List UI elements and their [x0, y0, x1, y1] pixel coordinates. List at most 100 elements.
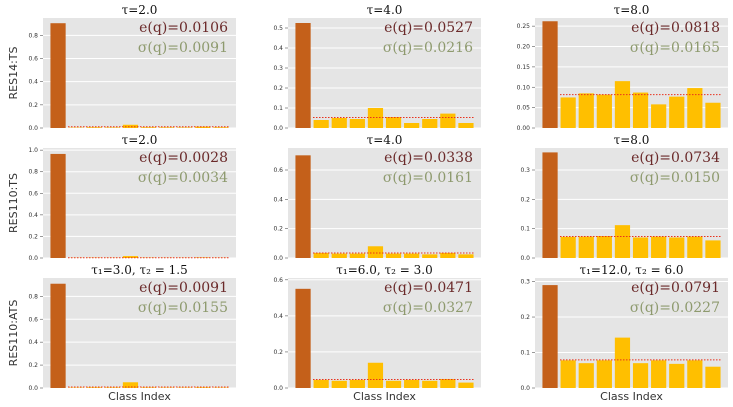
bar [687, 236, 703, 258]
bar [542, 21, 558, 128]
bar [349, 379, 365, 388]
sigma-q-annotation: σ(q)=0.0155 [138, 300, 228, 316]
y-tick-label: 0.2 [28, 362, 38, 369]
y-tick-label: 0.05 [517, 105, 531, 112]
bar [687, 88, 703, 128]
bar [331, 380, 347, 388]
bar [651, 104, 667, 128]
e-q-annotation: e(q)=0.0791 [631, 280, 720, 296]
chart-panel: 0.0 0.1 0.2 0.3 τ=8.0 e(q)=0.0734 σ(q)=0.0150 [520, 133, 728, 262]
y-tick-label: 0.2 [28, 233, 38, 240]
y-tick-label: 0.25 [517, 23, 531, 30]
bar [422, 254, 438, 258]
bar [404, 379, 420, 388]
e-q-annotation: e(q)=0.0527 [384, 20, 473, 36]
bar [669, 363, 685, 388]
chart-panel: 0.0 0.2 0.4 0.6 0.8 1.0 τ=2.0 e(q)=0.0028 σ(q)=0… [28, 133, 236, 262]
panel-title: τ=2.0 [122, 3, 158, 17]
bar [560, 236, 576, 258]
plot-area [43, 148, 236, 258]
bar [404, 253, 420, 258]
bar [122, 382, 139, 388]
y-tick-label: 0.20 [517, 44, 531, 51]
bar [385, 117, 402, 128]
y-tick-label: 0.1 [520, 226, 530, 233]
panel-title: τ=8.0 [614, 3, 650, 17]
bar [367, 246, 384, 258]
bar [404, 123, 420, 128]
y-tick-label: 0.2 [520, 196, 530, 203]
bar [705, 366, 721, 388]
chart-panel: 0.0 0.1 0.2 0.3 τ₁=12.0, τ₂ = 6.0 e(q)=0.0791… [520, 263, 728, 403]
y-tick-label: 0.8 [28, 32, 38, 39]
y-tick-label: 0.0 [28, 125, 38, 132]
bar [313, 252, 329, 258]
e-q-annotation: e(q)=0.0028 [139, 150, 228, 166]
bar [632, 237, 649, 258]
y-tick-label: 0.6 [28, 190, 38, 197]
row-label: RES110:TS [7, 173, 20, 233]
bar [50, 23, 66, 128]
y-tick-label: 0.4 [273, 45, 283, 52]
bar [385, 253, 402, 258]
plot-area [288, 148, 481, 258]
y-tick-label: 0.3 [520, 167, 530, 174]
y-tick-label: 0.10 [517, 84, 531, 91]
y-tick-label: 0.0 [28, 385, 38, 392]
sigma-q-annotation: σ(q)=0.0161 [383, 170, 473, 186]
bar [86, 387, 102, 388]
bar [349, 253, 365, 258]
x-axis-label: Class Index [353, 390, 416, 403]
y-tick-label: 0.2 [273, 226, 283, 233]
sigma-q-annotation: σ(q)=0.0150 [630, 170, 720, 186]
y-tick-label: 0.2 [520, 314, 530, 321]
bar [295, 288, 311, 388]
bar [458, 254, 474, 258]
sigma-q-annotation: σ(q)=0.0327 [383, 300, 473, 316]
y-tick-label: 0.0 [273, 255, 283, 262]
bar [50, 153, 66, 258]
bar [195, 126, 211, 128]
bar [295, 23, 311, 128]
bar [614, 337, 631, 388]
bar [159, 127, 175, 128]
bar [195, 387, 211, 388]
bar [195, 257, 211, 258]
bar [669, 237, 685, 258]
bar [651, 360, 667, 388]
bar [651, 236, 667, 258]
panel-title: τ₁=12.0, τ₂ = 6.0 [579, 263, 683, 277]
y-tick-label: 0.2 [273, 349, 283, 356]
row-label: RES110:ATS [7, 300, 20, 367]
panel-title: τ₁=3.0, τ₂ = 1.5 [91, 263, 187, 277]
bar [578, 236, 594, 258]
bar [440, 378, 456, 388]
chart-panel: 0.0 0.2 0.4 0.6 τ₁=6.0, τ₂ = 3.0 e(q)=0.0471 σ… [273, 263, 481, 403]
bar [140, 127, 157, 128]
panel-title: τ=8.0 [614, 133, 650, 147]
bar [295, 155, 311, 258]
y-tick-label: 0.5 [273, 25, 283, 32]
bar [213, 127, 229, 128]
y-tick-label: 0.0 [273, 385, 283, 392]
bar [632, 363, 649, 388]
y-tick-label: 0.6 [28, 56, 38, 63]
panel-title: τ₁=6.0, τ₂ = 3.0 [336, 263, 432, 277]
y-tick-label: 0.6 [273, 277, 283, 284]
sigma-q-annotation: σ(q)=0.0216 [383, 40, 473, 56]
sigma-q-annotation: σ(q)=0.0034 [138, 170, 228, 186]
y-tick-label: 1.0 [28, 147, 38, 154]
bar [331, 253, 347, 258]
y-tick-label: 0.8 [28, 293, 38, 300]
bar [422, 380, 438, 388]
chart-panel: 0.00 0.05 0.10 0.15 0.20 0.25 τ=8.0 e(q)=0.0818… [517, 3, 728, 132]
bar [313, 379, 329, 388]
sigma-q-annotation: σ(q)=0.0227 [630, 300, 720, 316]
y-tick-label: 0.4 [28, 339, 38, 346]
bar [705, 102, 721, 128]
bar [440, 113, 456, 128]
bar [349, 119, 365, 128]
chart-panel: 0.0 0.2 0.4 0.6 0.8 τ₁=3.0, τ₂ = 1.5 e(q)=0.00… [28, 263, 236, 403]
y-tick-label: 0.0 [28, 255, 38, 262]
